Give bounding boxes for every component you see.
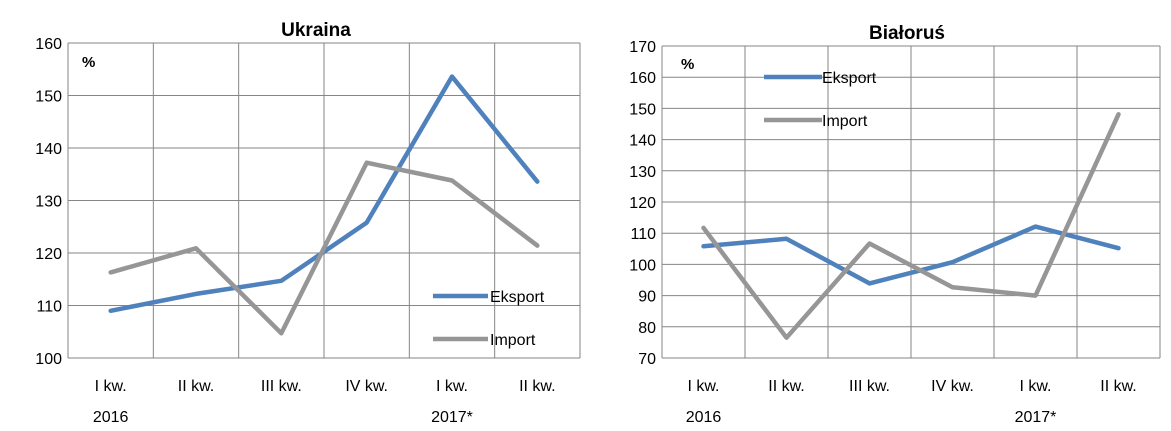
y-tick-label: 110 <box>630 226 656 243</box>
legend-label: Import <box>822 113 868 130</box>
x-tick-label: IV kw. <box>931 378 974 395</box>
y-tick-label: 170 <box>629 39 656 56</box>
y-tick-label: 150 <box>35 89 62 106</box>
x-tick-label: II kw. <box>768 378 804 395</box>
series-line-eksport <box>701 224 1121 286</box>
y-tick-label: 120 <box>629 195 656 212</box>
y-tick-label: 160 <box>629 70 656 87</box>
y-tick-label: 80 <box>638 320 656 337</box>
x-tick-label: III kw. <box>261 378 302 395</box>
y-tick-label: 130 <box>35 194 62 211</box>
series-line-import <box>701 112 1121 340</box>
chart-title: Ukraina <box>281 20 351 41</box>
x-tick-sublabel: 2017* <box>1015 409 1057 426</box>
legend-label: Eksport <box>490 289 545 306</box>
y-tick-label: 90 <box>638 289 656 306</box>
y-tick-label: 110 <box>36 299 62 316</box>
y-tick-label: 160 <box>35 36 62 53</box>
legend-label: Eksport <box>822 70 877 87</box>
legend-label: Import <box>490 332 536 349</box>
y-tick-label: 140 <box>629 133 656 150</box>
x-tick-label: I kw. <box>687 378 719 395</box>
unit-label: % <box>82 54 95 71</box>
y-tick-label: 140 <box>35 141 62 158</box>
x-tick-label: I kw. <box>95 378 127 395</box>
y-tick-label: 70 <box>638 351 656 368</box>
x-tick-sublabel: 2016 <box>93 409 129 426</box>
x-tick-label: III kw. <box>849 378 890 395</box>
x-tick-label: II kw. <box>178 378 214 395</box>
x-tick-label: IV kw. <box>345 378 388 395</box>
y-tick-label: 120 <box>35 246 62 263</box>
x-tick-label: II kw. <box>1100 378 1136 395</box>
x-tick-sublabel: 2017* <box>431 409 473 426</box>
y-tick-label: 130 <box>629 164 656 181</box>
y-tick-label: 100 <box>35 351 62 368</box>
unit-label: % <box>681 56 694 73</box>
y-tick-label: 150 <box>629 101 656 118</box>
chart-title: Białoruś <box>869 23 945 44</box>
x-tick-sublabel: 2016 <box>686 409 722 426</box>
chart-1: 100 110 120 130 140 150 160 I kw. 2016 II kw. III … <box>35 20 581 426</box>
chart-2: 70 80 90 100 110 120 130 140 150 160 170 I kw. 2016 I… <box>629 23 1161 426</box>
x-tick-label: I kw. <box>1019 378 1051 395</box>
x-tick-label: II kw. <box>519 378 555 395</box>
series-line-import <box>108 160 540 336</box>
y-tick-label: 100 <box>629 257 656 274</box>
x-tick-label: I kw. <box>436 378 468 395</box>
